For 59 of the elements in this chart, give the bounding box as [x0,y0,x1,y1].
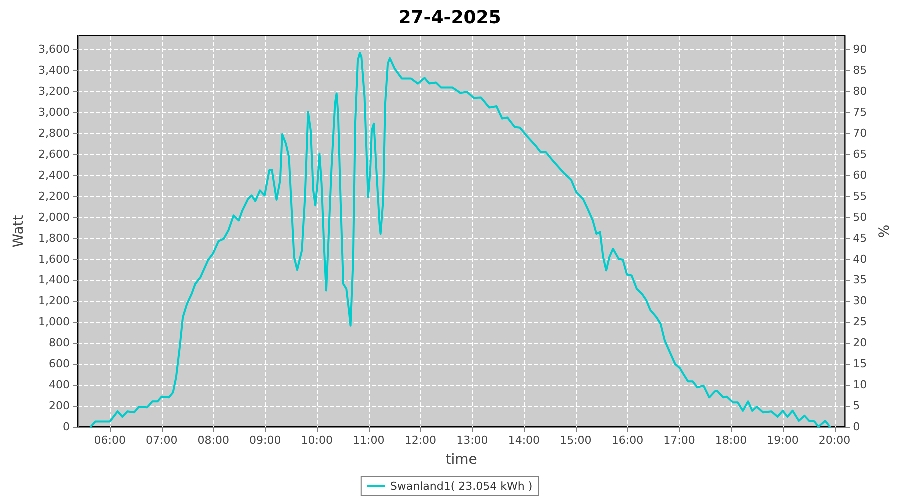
y2-tick-label: 20 [853,336,868,350]
y-tick-label: 3,200 [38,85,70,98]
y-tick-label: 2,000 [38,210,70,224]
y-tick-label: 3,000 [38,106,70,120]
y2-tick-label: 55 [853,190,868,203]
y2-tick-label: 85 [853,64,868,78]
y-tick-label: 1,800 [38,232,70,245]
y2-tick-label: 65 [853,148,868,161]
y2-tick-label: 60 [853,168,868,182]
y-tick-label: 2,600 [38,148,70,161]
y2-tick-label: 30 [853,294,868,308]
x-tick-label: 07:00 [146,434,178,447]
chart-title: 27-4-2025 [398,8,502,28]
x-tick-label: 08:00 [198,434,230,447]
x-tick-label: 10:00 [301,434,333,447]
x-tick-label: 19:00 [767,434,799,447]
y2-tick-label: 50 [853,210,868,224]
y-tick-label: 1,400 [38,274,70,287]
y-tick-label: 2,400 [38,168,70,182]
x-tick-label: 06:00 [94,434,126,447]
x-tick-label: 11:00 [353,434,385,447]
y-tick-label: 3,600 [38,43,70,56]
y2-tick-label: 5 [853,400,860,413]
y2-tick-label: 70 [853,126,868,140]
y2-axis-title: % [877,224,893,238]
x-tick-label: 14:00 [508,434,540,447]
y2-tick-label: 40 [853,252,868,266]
y2-tick-label: 10 [853,378,868,392]
y-tick-label: 1,200 [38,294,70,308]
x-tick-label: 18:00 [715,434,748,447]
x-tick-label: 09:00 [250,434,282,447]
legend-label: Swanland1( 23.054 kWh ) [390,480,533,493]
x-tick-label: 15:00 [560,434,592,447]
y-axis-title: Watt [11,214,27,248]
x-axis-title: time [446,452,478,468]
x-tick-label: 12:00 [404,434,437,447]
y2-tick-label: 90 [853,43,868,56]
x-tick-label: 16:00 [612,434,644,447]
x-tick-label: 17:00 [664,434,696,447]
y2-tick-label: 35 [853,274,868,287]
y2-tick-label: 45 [853,232,868,245]
y-tick-label: 1,600 [38,252,70,266]
y2-tick-label: 80 [853,85,868,98]
y-tick-label: 2,800 [38,126,70,140]
y-tick-label: 600 [49,358,70,371]
y-tick-label: 800 [49,336,70,350]
y-tick-label: 0 [63,420,70,434]
y2-tick-label: 75 [853,106,868,120]
y-tick-label: 1,000 [38,316,70,329]
y2-tick-label: 15 [853,358,868,371]
line-series [90,52,832,428]
x-tick-label: 20:00 [818,434,851,447]
y-tick-label: 3,400 [38,64,70,78]
y-tick-label: 2,200 [38,190,70,203]
y2-tick-label: 25 [853,316,868,329]
y-tick-label: 200 [49,400,70,413]
y2-tick-label: 0 [853,420,860,434]
x-tick-label: 13:00 [456,434,488,447]
y-tick-label: 400 [49,378,70,392]
